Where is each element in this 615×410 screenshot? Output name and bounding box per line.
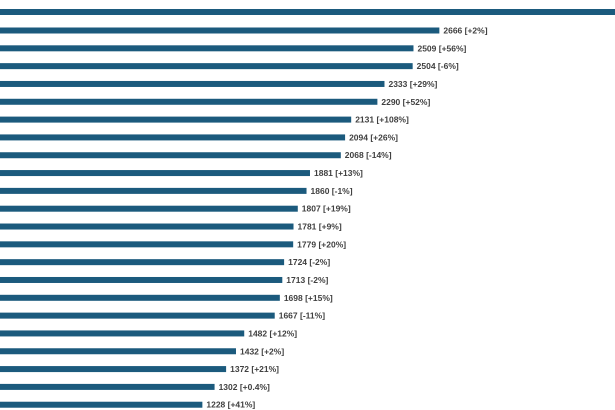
bar-group: 2666 [+2%] 2509 [+56%] 2504 [-6%] 2333 [+29… (0, 26, 488, 410)
bar-value-label: 1698 [+15%] (284, 293, 333, 303)
bar-value-label: 1779 [+20%] (297, 239, 346, 249)
bar-value-label: 1807 [+19%] (302, 204, 351, 214)
bar (0, 348, 236, 355)
bar (0, 63, 413, 70)
bar-value-label: 2666 [+2%] (443, 26, 487, 36)
bar-value-label: 2333 [+29%] (388, 79, 437, 89)
bar-value-label: 1881 [+13%] (314, 168, 363, 178)
bar (0, 170, 310, 177)
bar-value-label: 1713 [-2%] (286, 275, 328, 285)
bar-value-label: 2068 [-14%] (345, 150, 392, 160)
bar (0, 80, 385, 87)
bar (0, 383, 215, 390)
bar (0, 27, 440, 34)
bar-value-label: 1372 [+21%] (230, 364, 279, 374)
bar (0, 312, 275, 319)
bar-value-label: 1482 [+12%] (248, 328, 297, 338)
bar (0, 241, 294, 248)
bar-value-label: 2290 [+52%] (381, 97, 430, 107)
bar (0, 223, 294, 230)
bar (0, 116, 352, 123)
bar-value-label: 1667 [-11%] (279, 311, 325, 321)
bar (0, 187, 307, 194)
bar (0, 294, 280, 301)
bar (0, 401, 203, 408)
bar (0, 259, 285, 266)
bar (0, 276, 283, 283)
bar (0, 366, 227, 373)
top-bar-clipped (0, 9, 615, 15)
bar-value-label: 2504 [-6%] (417, 61, 459, 71)
bar (0, 134, 346, 141)
bar-value-label: 1724 [-2%] (288, 257, 330, 267)
bar-value-label: 2094 [+26%] (349, 132, 398, 142)
bar (0, 330, 245, 337)
bar-value-label: 1860 [-1%] (311, 186, 353, 196)
bar-value-label: 1302 [+0.4%] (219, 382, 270, 392)
bar (0, 98, 378, 105)
bar (0, 205, 298, 212)
bar-value-label: 1228 [+41%] (206, 400, 255, 410)
bar-value-label: 1432 [+2%] (240, 346, 284, 356)
bar-value-label: 2131 [+108%] (355, 115, 409, 125)
bar (0, 45, 414, 52)
bar-value-label: 1781 [+9%] (298, 222, 342, 232)
bar-value-label: 2509 [+56%] (417, 43, 466, 53)
bar (0, 152, 341, 159)
